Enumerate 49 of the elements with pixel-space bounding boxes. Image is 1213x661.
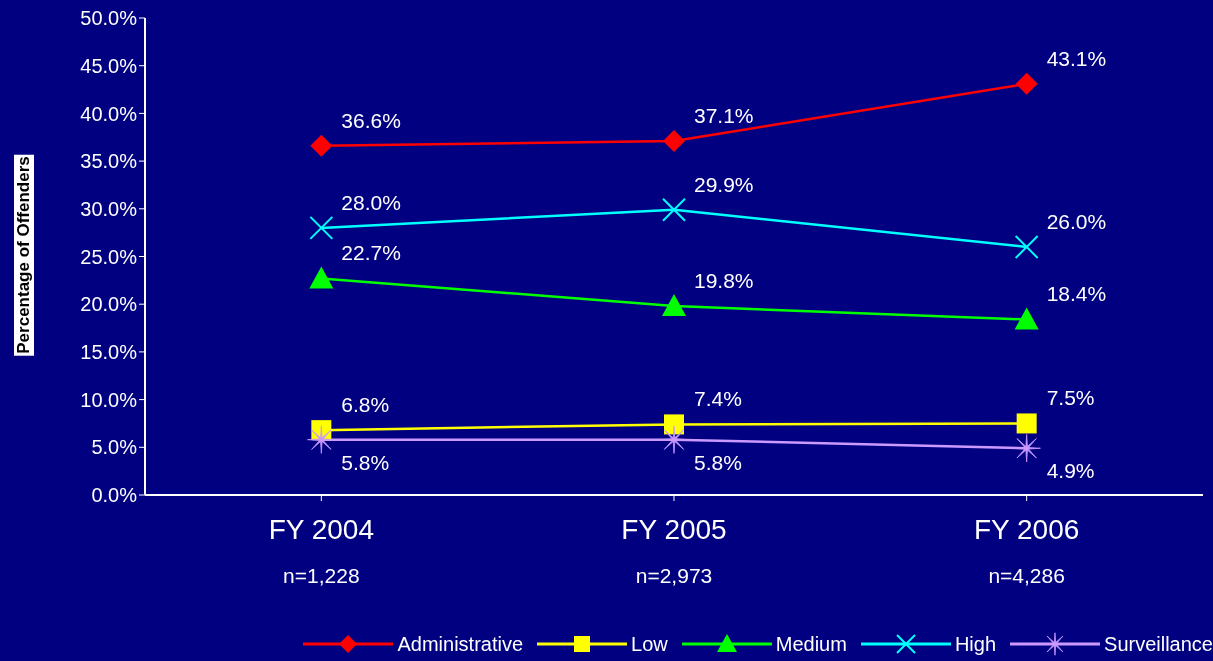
- point: [662, 197, 686, 222]
- y-tick-label: 25.0%: [80, 245, 138, 268]
- legend-label: High: [954, 632, 997, 656]
- legend-label: Medium: [775, 632, 847, 656]
- legend-label: Low: [631, 632, 668, 656]
- x-tick-label: FY 2005: [621, 514, 727, 545]
- y-tick-label: 40.0%: [80, 102, 138, 125]
- data-label: 43.1%: [1046, 46, 1107, 70]
- data-label: 7.4%: [694, 387, 742, 411]
- legend-label: Administrative: [397, 632, 524, 656]
- text: n=1,228: [283, 564, 360, 587]
- y-tick-label: 5.0%: [91, 436, 138, 459]
- x-tick-label: FY 2004: [268, 514, 375, 545]
- data-label: 22.7%: [341, 241, 401, 265]
- y-tick-label: 0.0%: [91, 484, 138, 507]
- data-label: 6.8%: [341, 393, 390, 417]
- y-tick-label: 30.0%: [80, 197, 138, 220]
- y-tick-label: 45.0%: [80, 54, 138, 77]
- text: n=4,286: [988, 564, 1065, 587]
- data-label: 28.0%: [341, 190, 401, 214]
- legend-label: Surveillance: [1104, 632, 1213, 656]
- point: [664, 414, 684, 435]
- point: [1014, 234, 1039, 259]
- data-label: 4.9%: [1046, 459, 1095, 483]
- data-label: 18.4%: [1046, 282, 1107, 306]
- y-tick-label: 35.0%: [80, 150, 138, 173]
- data-label: 5.8%: [341, 450, 390, 474]
- data-label: 29.9%: [694, 172, 754, 196]
- point: [1015, 72, 1038, 95]
- data-label: 37.1%: [694, 104, 754, 128]
- y-axis-title: Percentage of Offenders: [14, 154, 34, 356]
- point: [310, 134, 333, 157]
- data-label: 36.6%: [341, 108, 401, 132]
- y-tick-label: 15.0%: [80, 341, 138, 363]
- y-tick-label: 20.0%: [80, 293, 138, 316]
- point: [662, 294, 686, 317]
- point: [1014, 307, 1039, 330]
- point: [1016, 413, 1037, 434]
- point: [309, 266, 334, 289]
- data-label: 7.5%: [1046, 386, 1095, 410]
- y-tick-label: 50.0%: [80, 7, 138, 30]
- data-label: 5.8%: [694, 450, 742, 474]
- text: n=2,973: [635, 564, 713, 587]
- point: [309, 215, 334, 240]
- data-label: 26.0%: [1046, 209, 1107, 233]
- data-label: 19.8%: [694, 269, 754, 293]
- x-tick-label: FY 2006: [973, 514, 1080, 545]
- point: [663, 130, 685, 153]
- y-tick-label: 10.0%: [80, 388, 138, 411]
